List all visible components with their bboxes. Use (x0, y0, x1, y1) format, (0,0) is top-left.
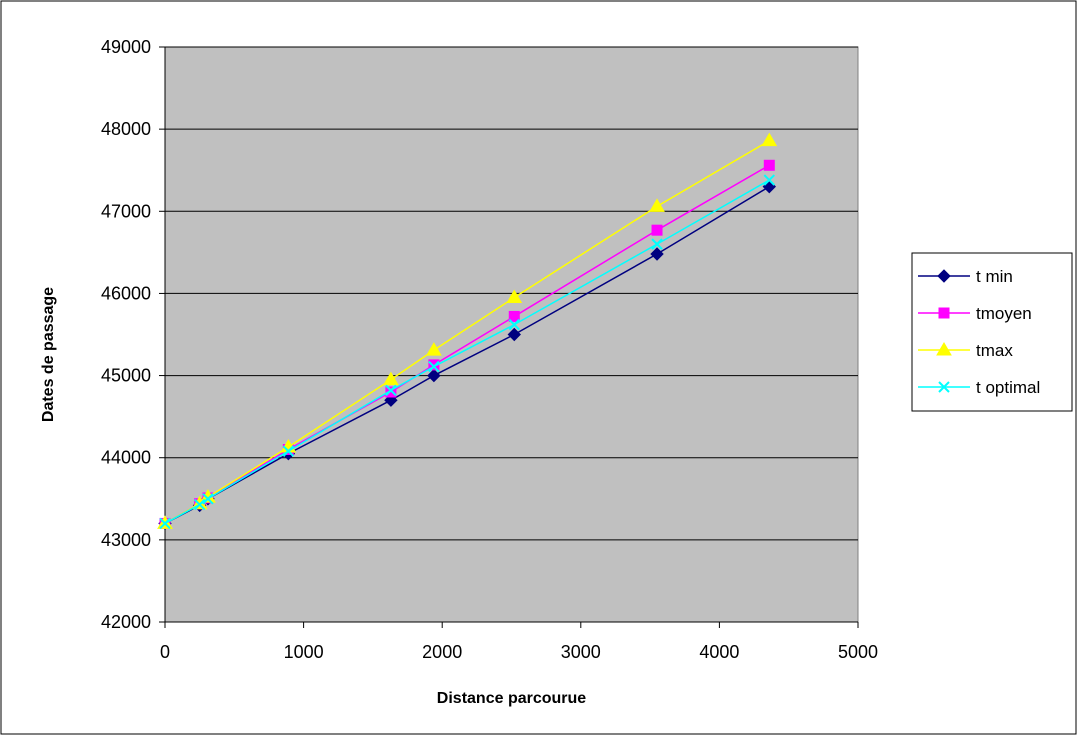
data-point (651, 224, 663, 236)
legend-item: tmoyen (918, 304, 1032, 323)
data-point (506, 289, 523, 304)
data-point (508, 318, 520, 331)
y-tick-label: 49000 (101, 37, 151, 57)
legend: t min tmoyen tmax t optimal (911, 252, 1073, 412)
legend-marker (938, 381, 950, 393)
data-point (282, 445, 295, 457)
data-point (761, 132, 778, 147)
legend-marker (938, 307, 950, 319)
data-point (651, 238, 663, 250)
series-layer (157, 132, 778, 531)
legend-marker (936, 342, 952, 356)
x-tick-label: 2000 (422, 642, 462, 662)
data-point (650, 247, 664, 261)
data-point (385, 384, 397, 397)
x-tick-label: 1000 (284, 642, 324, 662)
data-point (426, 342, 442, 356)
y-tick-label: 44000 (101, 448, 151, 468)
y-axis-title: Dates de passage (40, 287, 57, 422)
legend-label: tmax (976, 341, 1013, 360)
legend-item: t min (918, 267, 1013, 286)
x-tick-label: 3000 (561, 642, 601, 662)
data-point (763, 174, 776, 186)
data-point (427, 368, 441, 383)
data-point (428, 359, 440, 371)
x-tick-label: 5000 (838, 642, 878, 662)
data-point (385, 386, 397, 398)
y-tick-label: 48000 (101, 119, 151, 139)
data-point (428, 360, 440, 373)
data-point (507, 327, 521, 342)
data-point (649, 198, 665, 212)
y-tick-label: 46000 (101, 283, 151, 303)
data-point (193, 498, 206, 511)
x-tick-label: 0 (160, 642, 170, 662)
x-axis: 0 1000 2000 3000 4000 5000 (160, 621, 878, 662)
y-tick-label: 47000 (101, 201, 151, 221)
series-t-optimal (159, 174, 776, 530)
data-point (202, 493, 214, 505)
y-tick-label: 42000 (101, 612, 151, 632)
legend-item: t optimal (918, 378, 1040, 397)
legend-item: tmax (918, 341, 1013, 360)
legend-label: tmoyen (976, 304, 1032, 323)
x-tick-label: 4000 (699, 642, 739, 662)
y-tick-label: 45000 (101, 366, 151, 386)
data-point (383, 371, 399, 386)
legend-marker (937, 269, 951, 283)
legend-box (911, 252, 1073, 412)
data-point (159, 517, 171, 530)
legend-label: t min (976, 267, 1013, 286)
data-point (508, 310, 520, 322)
legend-label: t optimal (976, 378, 1040, 397)
data-point (763, 159, 775, 171)
x-axis-title: Distance parcourue (437, 690, 586, 707)
y-tick-label: 43000 (101, 530, 151, 550)
